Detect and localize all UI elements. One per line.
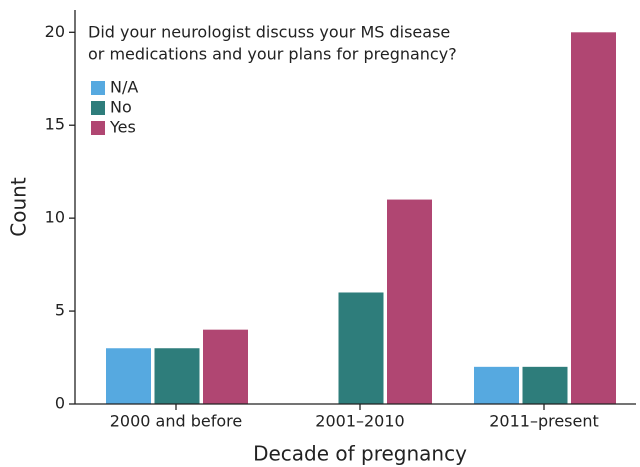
legend-label: N/A xyxy=(110,78,138,97)
y-tick-label: 15 xyxy=(45,115,65,134)
legend-swatch xyxy=(91,81,105,95)
y-tick-label: 0 xyxy=(55,394,65,413)
bar xyxy=(338,292,384,404)
y-tick-label: 20 xyxy=(45,22,65,41)
legend-swatch xyxy=(91,101,105,115)
bar xyxy=(106,348,151,404)
bar xyxy=(154,348,200,404)
legend-title: or medications and your plans for pregna… xyxy=(88,45,457,64)
legend-label: No xyxy=(110,98,132,117)
x-tick-label: 2011–present xyxy=(489,412,599,431)
legend-title: Did your neurologist discuss your MS dis… xyxy=(88,23,450,42)
x-tick-label: 2001–2010 xyxy=(315,412,404,431)
bar xyxy=(203,329,248,404)
bar xyxy=(522,366,568,404)
y-tick-label: 10 xyxy=(45,208,65,227)
legend-label: Yes xyxy=(109,118,136,137)
y-axis-label: Count xyxy=(7,177,31,237)
legend-swatch xyxy=(91,121,105,135)
bar xyxy=(387,199,432,404)
x-tick-label: 2000 and before xyxy=(110,412,242,431)
bar xyxy=(474,366,519,404)
y-tick-label: 5 xyxy=(55,301,65,320)
bar xyxy=(571,32,616,405)
x-axis-label: Decade of pregnancy xyxy=(253,442,467,466)
